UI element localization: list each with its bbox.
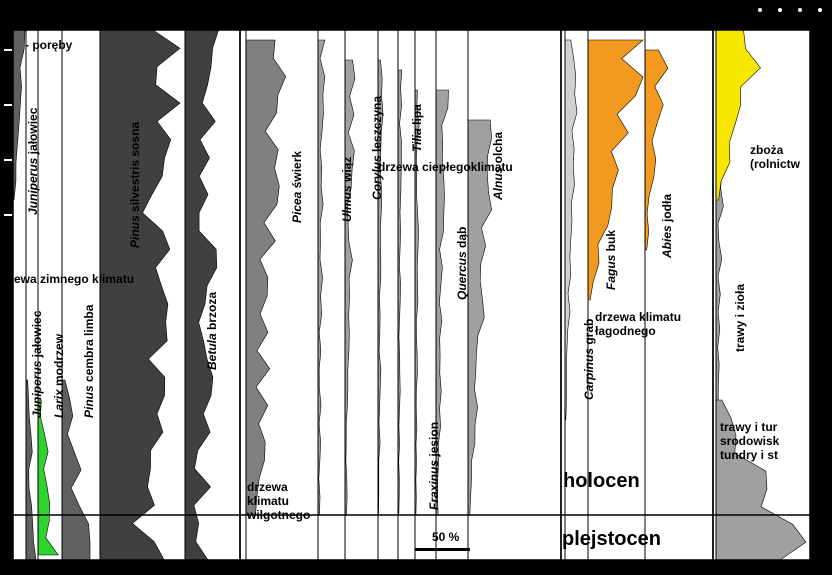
scale-bar (415, 548, 470, 551)
scale-label: 50 % (432, 530, 459, 544)
